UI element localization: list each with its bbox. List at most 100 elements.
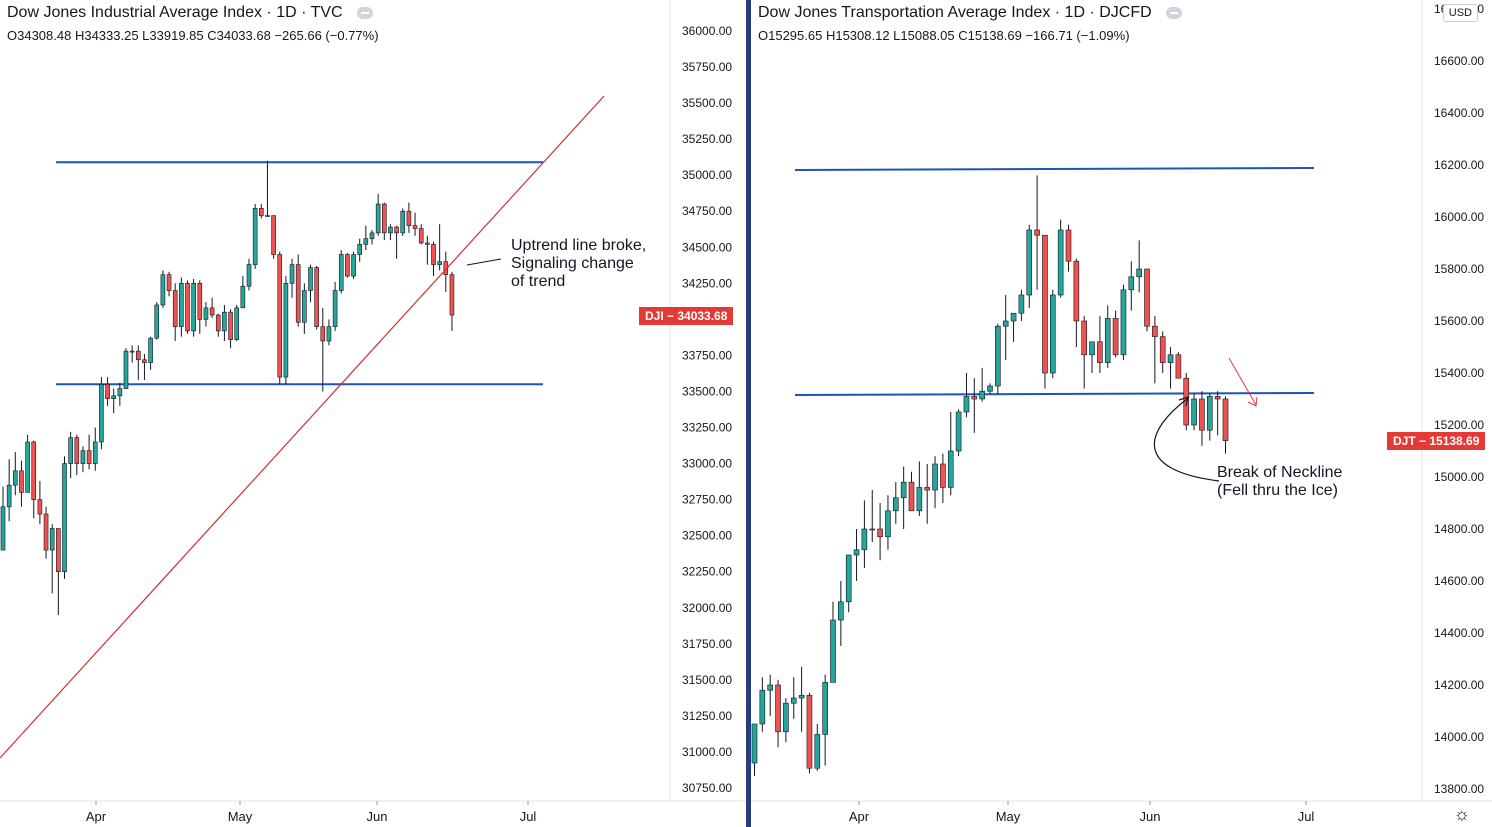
currency-button[interactable]: USD <box>1442 4 1478 22</box>
candle-body[interactable] <box>1175 354 1182 379</box>
candle-body[interactable] <box>1112 318 1119 356</box>
candle-body[interactable] <box>222 311 227 332</box>
candle-body[interactable] <box>31 441 37 500</box>
candle-body[interactable] <box>6 484 12 508</box>
candle-body[interactable] <box>363 238 369 245</box>
candle-body[interactable] <box>166 274 172 291</box>
candle-body[interactable] <box>1128 276 1135 291</box>
candle-body[interactable] <box>56 528 61 573</box>
candle-body[interactable] <box>406 210 412 226</box>
candle-body[interactable] <box>940 463 946 488</box>
candle-body[interactable] <box>117 388 123 397</box>
candle-body[interactable] <box>258 208 264 216</box>
candle-body[interactable] <box>80 450 86 464</box>
candle-body[interactable] <box>861 528 868 551</box>
candle-body[interactable] <box>916 487 923 512</box>
horizontal-level-line[interactable] <box>794 167 1315 171</box>
candle-body[interactable] <box>838 601 844 621</box>
candle-body[interactable] <box>845 554 852 603</box>
candle-body[interactable] <box>314 267 319 327</box>
candle-body[interactable] <box>924 487 930 491</box>
djt-chart-panel[interactable]: 13800.00 14000.00 14200.00 14400.00 14600.00… <box>751 0 1492 827</box>
candle-body[interactable] <box>289 264 295 284</box>
candle-body[interactable] <box>142 359 147 363</box>
dji-hide-toggle-icon[interactable] <box>356 7 373 19</box>
candle-body[interactable] <box>215 314 221 332</box>
candle-body[interactable] <box>172 290 178 327</box>
candle-body[interactable] <box>49 528 55 551</box>
candle-body[interactable] <box>955 411 962 452</box>
candle-body[interactable] <box>295 264 301 323</box>
candle-body[interactable] <box>265 215 270 217</box>
candle-body[interactable] <box>971 396 978 400</box>
candle-body[interactable] <box>99 383 104 443</box>
candle-body[interactable] <box>1065 229 1072 262</box>
candle-body[interactable] <box>1222 398 1229 441</box>
candle-body[interactable] <box>105 383 110 399</box>
candle-body[interactable] <box>987 385 993 392</box>
candle-body[interactable] <box>798 695 805 699</box>
candle-body[interactable] <box>1010 312 1017 322</box>
dji-annotation-uptrend-broke[interactable]: Uptrend line broke, Signaling change of … <box>511 237 647 290</box>
candle-body[interactable] <box>1191 398 1197 426</box>
candle-body[interactable] <box>326 326 332 342</box>
candle-body[interactable] <box>751 723 758 764</box>
candle-body[interactable] <box>449 274 455 316</box>
candle-body[interactable] <box>783 702 789 733</box>
candle-body[interactable] <box>25 441 30 493</box>
candle-body[interactable] <box>775 684 781 733</box>
candle-body[interactable] <box>62 463 67 573</box>
candle-body[interactable] <box>830 619 836 683</box>
candle-body[interactable] <box>271 215 276 255</box>
candle-body[interactable] <box>345 254 350 277</box>
candle-body[interactable] <box>203 307 209 320</box>
djt-annotation-neckline-break[interactable]: Break of Neckline (Fell thru the Ice) <box>1217 464 1343 499</box>
candle-body[interactable] <box>400 210 406 234</box>
candle-body[interactable] <box>302 290 307 323</box>
candle-body[interactable] <box>375 203 381 234</box>
candle-body[interactable] <box>252 208 258 265</box>
candle-body[interactable] <box>932 463 938 491</box>
candle-body[interactable] <box>1026 229 1033 296</box>
candle-body[interactable] <box>1104 318 1111 363</box>
candle-body[interactable] <box>74 437 80 464</box>
candle-body[interactable] <box>154 304 160 339</box>
candle-body[interactable] <box>822 682 828 735</box>
candle-body[interactable] <box>381 203 387 234</box>
candle-body[interactable] <box>1206 396 1213 431</box>
candle-body[interactable] <box>86 450 92 464</box>
dji-chart-panel[interactable]: 30750.00 31000.00 31250.00 31500.00 31750.00… <box>0 0 746 827</box>
candle-body[interactable] <box>1089 341 1095 356</box>
candle-body[interactable] <box>995 325 1001 387</box>
candle-body[interactable] <box>885 510 891 538</box>
candle-body[interactable] <box>19 470 24 493</box>
candle-body[interactable] <box>68 437 73 464</box>
candle-body[interactable] <box>437 261 442 265</box>
candle-body[interactable] <box>308 267 313 291</box>
candle-body[interactable] <box>1199 398 1205 431</box>
candle-body[interactable] <box>388 226 393 234</box>
candle-body[interactable] <box>191 283 196 332</box>
candle-body[interactable] <box>963 396 970 413</box>
horizontal-level-line[interactable] <box>794 392 1315 396</box>
candle-body[interactable] <box>1144 268 1150 327</box>
candle-body[interactable] <box>136 350 141 361</box>
candle-body[interactable] <box>853 549 860 556</box>
candle-body[interactable] <box>1214 396 1221 400</box>
candle-body[interactable] <box>332 290 338 327</box>
candle-body[interactable] <box>1120 289 1127 356</box>
candle-body[interactable] <box>814 734 821 769</box>
candle-body[interactable] <box>179 283 184 327</box>
candle-body[interactable] <box>37 499 43 515</box>
candle-body[interactable] <box>425 242 430 245</box>
candle-body[interactable] <box>0 506 6 551</box>
candle-body[interactable] <box>369 232 375 239</box>
candle-body[interactable] <box>1081 320 1088 356</box>
dji-chart-svg[interactable]: 30750.00 31000.00 31250.00 31500.00 31750.00… <box>0 0 746 827</box>
candle-body[interactable] <box>13 470 18 486</box>
candle-body[interactable] <box>357 244 363 255</box>
candle-body[interactable] <box>228 311 233 340</box>
candle-body[interactable] <box>209 307 215 316</box>
candle-body[interactable] <box>908 481 915 512</box>
candle-body[interactable] <box>1018 294 1025 314</box>
